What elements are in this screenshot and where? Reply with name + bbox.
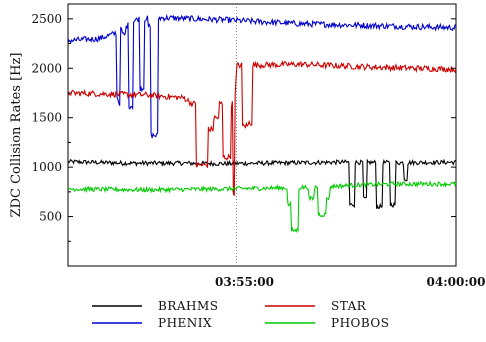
y-axis-label: ZDC Collision Rates [Hz] xyxy=(9,53,24,218)
y-tick-label-1000: 1000 xyxy=(31,160,62,174)
y-axis-ticks: 500 1000 1500 2000 2500 xyxy=(31,12,456,242)
y-tick-label-2500: 2500 xyxy=(31,12,62,26)
y-tick-label-2000: 2000 xyxy=(31,61,62,75)
legend-label-star: STAR xyxy=(331,299,367,313)
series-line-brahms xyxy=(67,158,457,209)
y-tick-label-1500: 1500 xyxy=(31,111,62,125)
legend-label-phobos: PHOBOS xyxy=(331,316,389,330)
x-tick-label-0400: 04:00:00 xyxy=(427,275,486,289)
y-tick-label-500: 500 xyxy=(39,210,62,224)
x-tick-label-0355: 03:55:00 xyxy=(215,275,274,289)
series-line-phobos xyxy=(67,180,457,234)
legend: BRAHMS STAR PHENIX PHOBOS xyxy=(92,299,389,330)
series-line-phenix xyxy=(67,13,457,139)
legend-label-phenix: PHENIX xyxy=(158,316,212,330)
series-layer xyxy=(67,13,457,234)
legend-label-brahms: BRAHMS xyxy=(158,299,219,313)
plot-frame xyxy=(67,3,457,267)
series-line-star xyxy=(67,60,457,196)
